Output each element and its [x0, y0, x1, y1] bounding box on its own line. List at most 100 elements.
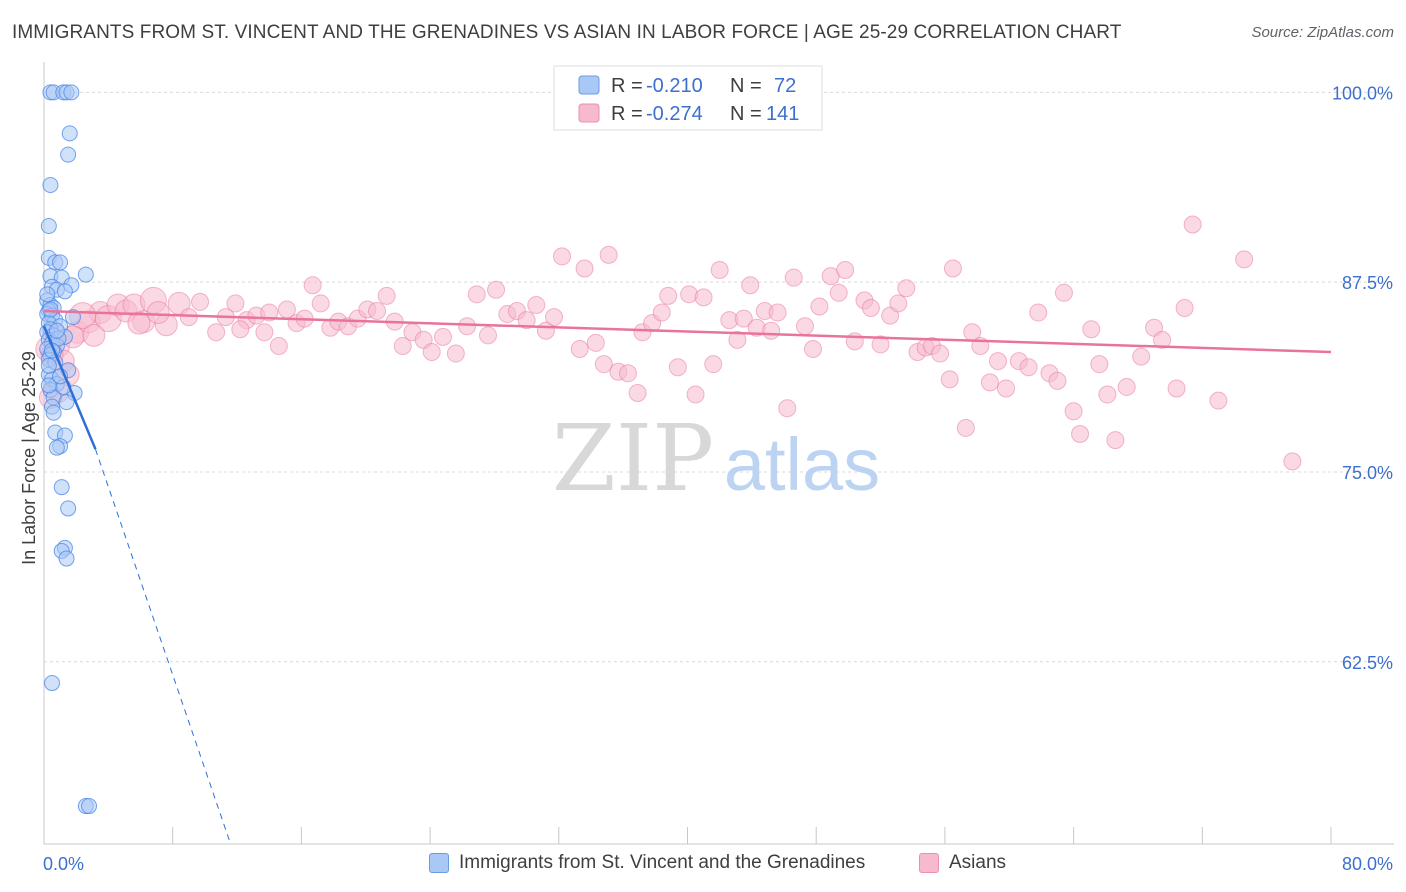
watermark: ZIP atlas — [552, 405, 880, 512]
asians-point-65 — [628, 384, 647, 403]
asians-point-118 — [1071, 425, 1090, 444]
legend-r-value-1: -0.210 — [646, 75, 703, 97]
asians-point-58 — [570, 339, 589, 358]
immigrants-point-5 — [61, 125, 78, 142]
legend-r-label-1: R = — [611, 75, 643, 97]
asians-point-131 — [1235, 250, 1254, 269]
asians-point-83 — [768, 303, 787, 322]
immigrants-point-59 — [44, 675, 61, 692]
asians-point-26 — [260, 303, 279, 322]
x-tick-label-1: 80.0% — [1342, 854, 1393, 874]
asians-point-86 — [795, 317, 814, 336]
svg-immigrants-points — [39, 84, 98, 815]
x-tick-labels: 0.0% 80.0% — [43, 854, 1393, 874]
asians-point-64 — [618, 364, 637, 383]
legend-label-immigrants: Immigrants from St. Vincent and the Gren… — [459, 852, 866, 873]
asians-point-82 — [762, 321, 781, 340]
asians-point-121 — [1098, 385, 1117, 404]
asians-point-104 — [943, 259, 962, 278]
asians-point-25 — [255, 323, 274, 342]
asians-point-136 — [82, 323, 106, 347]
asians-point-73 — [694, 288, 713, 307]
chart-title: IMMIGRANTS FROM ST. VINCENT AND THE GREN… — [12, 22, 1122, 43]
asians-point-54 — [527, 295, 546, 314]
asians-point-72 — [686, 385, 705, 404]
immigrants-point-66 — [45, 404, 62, 421]
y-tick-label-2: 75.0% — [1342, 463, 1393, 483]
immigrants-point-48 — [58, 394, 75, 411]
immigrants-point-67 — [42, 301, 59, 318]
asians-point-122 — [1106, 431, 1125, 450]
legend-label-asians: Asians — [949, 852, 1007, 873]
legend-swatch-blue — [578, 75, 600, 95]
asians-point-91 — [836, 261, 855, 280]
legend-n-value-2: 141 — [766, 103, 799, 125]
asians-point-46 — [446, 344, 465, 363]
legend-item-asians[interactable]: Asians — [919, 852, 1006, 874]
asians-point-124 — [1132, 347, 1151, 366]
legend-swatch-immigrants — [429, 853, 449, 873]
immigrants-point-53 — [48, 439, 65, 456]
asians-point-77 — [728, 330, 747, 349]
grid-lines — [44, 91, 1394, 663]
immigrants-point-6 — [60, 146, 77, 163]
immigrants-trend-extension — [95, 449, 232, 845]
y-tick-labels: 100.0% 87.5% 75.0% 62.5% — [1332, 83, 1393, 672]
legend-n-label-2: N = — [730, 103, 762, 125]
legend-item-immigrants[interactable]: Immigrants from St. Vincent and the Gren… — [429, 852, 865, 874]
asians-point-41 — [393, 336, 412, 355]
legend-n-value-1: 72 — [774, 75, 796, 97]
watermark-atlas: atlas — [724, 423, 880, 506]
immigrants-point-7 — [42, 176, 59, 193]
asians-point-87 — [803, 339, 822, 358]
asians-point-119 — [1082, 320, 1101, 339]
immigrants-point-12 — [77, 266, 94, 283]
correlation-legend: R = -0.210 N = 72 R = -0.274 N = 141 — [553, 65, 823, 131]
asians-point-39 — [377, 286, 396, 305]
asians-point-97 — [889, 294, 908, 313]
immigrants-point-8 — [40, 217, 57, 234]
asians-point-69 — [659, 286, 678, 305]
immigrants-point-4 — [63, 84, 80, 101]
legend-n-label-1: N = — [730, 75, 762, 97]
asians-point-102 — [931, 344, 950, 363]
asians-point-79 — [741, 276, 760, 295]
asians-point-138 — [146, 301, 170, 325]
asians-point-27 — [269, 336, 288, 355]
immigrants-point-61 — [81, 798, 98, 815]
asians-point-103 — [940, 370, 959, 389]
asians-point-137 — [127, 311, 151, 335]
asians-point-50 — [487, 280, 506, 299]
asians-point-18 — [179, 308, 198, 327]
asians-point-126 — [1153, 330, 1172, 349]
asians-point-85 — [784, 268, 803, 287]
asians-point-128 — [1175, 298, 1194, 317]
asians-point-75 — [710, 261, 729, 280]
asians-point-78 — [734, 309, 753, 328]
asians-point-98 — [897, 279, 916, 298]
asians-point-48 — [467, 285, 486, 304]
series-legend: Immigrants from St. Vincent and the Gren… — [0, 852, 1406, 878]
asians-point-74 — [704, 355, 723, 374]
asians-point-32 — [311, 294, 330, 313]
immigrants-point-62 — [39, 286, 56, 303]
asians-point-68 — [652, 303, 671, 322]
asians-point-108 — [980, 373, 999, 392]
asians-point-95 — [871, 335, 890, 354]
asians-point-117 — [1064, 402, 1083, 421]
asians-point-61 — [594, 355, 613, 374]
asians-point-109 — [988, 352, 1007, 371]
asians-point-22 — [226, 294, 245, 313]
legend-swatch-asians — [919, 853, 939, 873]
asians-point-139 — [231, 320, 250, 339]
immigrants-point-68 — [48, 322, 65, 339]
immigrants-point-58 — [58, 550, 75, 567]
asians-point-59 — [575, 259, 594, 278]
asians-point-53 — [517, 311, 536, 330]
trend-lines — [42, 309, 1332, 845]
y-axis-label: In Labor Force | Age 25-29 — [19, 351, 39, 565]
asians-point-129 — [1183, 215, 1202, 234]
legend-swatch-pink — [578, 103, 600, 123]
y-tick-label-3: 62.5% — [1342, 653, 1393, 673]
